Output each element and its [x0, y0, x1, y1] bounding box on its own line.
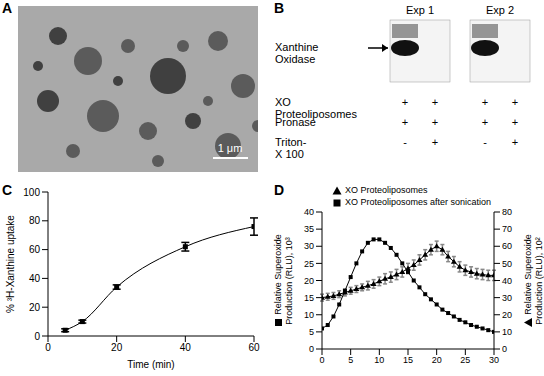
html-text:Exp 2: Exp 2	[485, 4, 515, 16]
svg-text:0: 0	[502, 344, 507, 354]
svg-text:40: 40	[29, 273, 41, 284]
svg-text:0: 0	[34, 331, 40, 342]
svg-text:100: 100	[23, 187, 40, 198]
svg-text:0: 0	[319, 355, 324, 365]
html-text:XO Proteoliposomes: XO Proteoliposomes	[275, 96, 357, 120]
svg-text:10: 10	[374, 355, 384, 365]
svg-text:25: 25	[304, 259, 314, 269]
svg-text:40: 40	[180, 342, 192, 353]
html-text:D: D	[274, 182, 285, 198]
svg-text:50: 50	[502, 259, 512, 269]
svg-text:60: 60	[248, 342, 260, 353]
html-text:C: C	[2, 182, 13, 198]
svg-text:% ³H-Xanthine uptake: % ³H-Xanthine uptake	[5, 215, 16, 313]
svg-text:70: 70	[502, 224, 512, 234]
svg-text:0: 0	[309, 344, 314, 354]
svg-text:10: 10	[502, 327, 512, 337]
svg-text:0: 0	[45, 342, 51, 353]
html-text:B: B	[274, 0, 285, 16]
svg-text:35: 35	[304, 224, 314, 234]
html-text:Triton-X 100: Triton-X 100	[275, 136, 307, 160]
html-text:Relative Superoxide Production: Relative Superoxide Production (RLU), 10…	[522, 233, 543, 325]
svg-text:60: 60	[29, 244, 41, 255]
svg-text:Time (min): Time (min)	[127, 359, 174, 370]
svg-text:5: 5	[348, 355, 353, 365]
svg-text:15: 15	[304, 293, 314, 303]
svg-text:80: 80	[502, 207, 512, 217]
svg-text:30: 30	[304, 241, 314, 251]
svg-text:10: 10	[304, 310, 314, 320]
html-text:Pronase: Pronase	[275, 116, 316, 128]
svg-text:30: 30	[489, 355, 499, 365]
svg-text:15: 15	[403, 355, 413, 365]
svg-text:20: 20	[432, 355, 442, 365]
svg-text:30: 30	[502, 293, 512, 303]
svg-text:20: 20	[502, 310, 512, 320]
html-text:A: A	[2, 0, 13, 16]
html-text:XO Proteoliposomes after sonic: XO Proteoliposomes after sonication	[345, 197, 492, 207]
svg-text:5: 5	[309, 327, 314, 337]
svg-text:20: 20	[29, 302, 41, 313]
svg-text:60: 60	[502, 241, 512, 251]
html-text:Xanthine Oxidase: Xanthine Oxidase	[275, 41, 319, 65]
svg-text:40: 40	[502, 276, 512, 286]
svg-text:20: 20	[111, 342, 123, 353]
svg-text:25: 25	[460, 355, 470, 365]
html-text:Exp 1: Exp 1	[405, 4, 435, 16]
html-text:XO Proteoliposomes: XO Proteoliposomes	[345, 185, 428, 195]
svg-text:20: 20	[304, 276, 314, 286]
svg-text:40: 40	[304, 207, 314, 217]
html-text:Relative Superoxide Production: Relative Superoxide Production (RLU), 10…	[272, 233, 293, 325]
svg-text:1 μm: 1 μm	[218, 142, 243, 154]
svg-text:80: 80	[29, 215, 41, 226]
